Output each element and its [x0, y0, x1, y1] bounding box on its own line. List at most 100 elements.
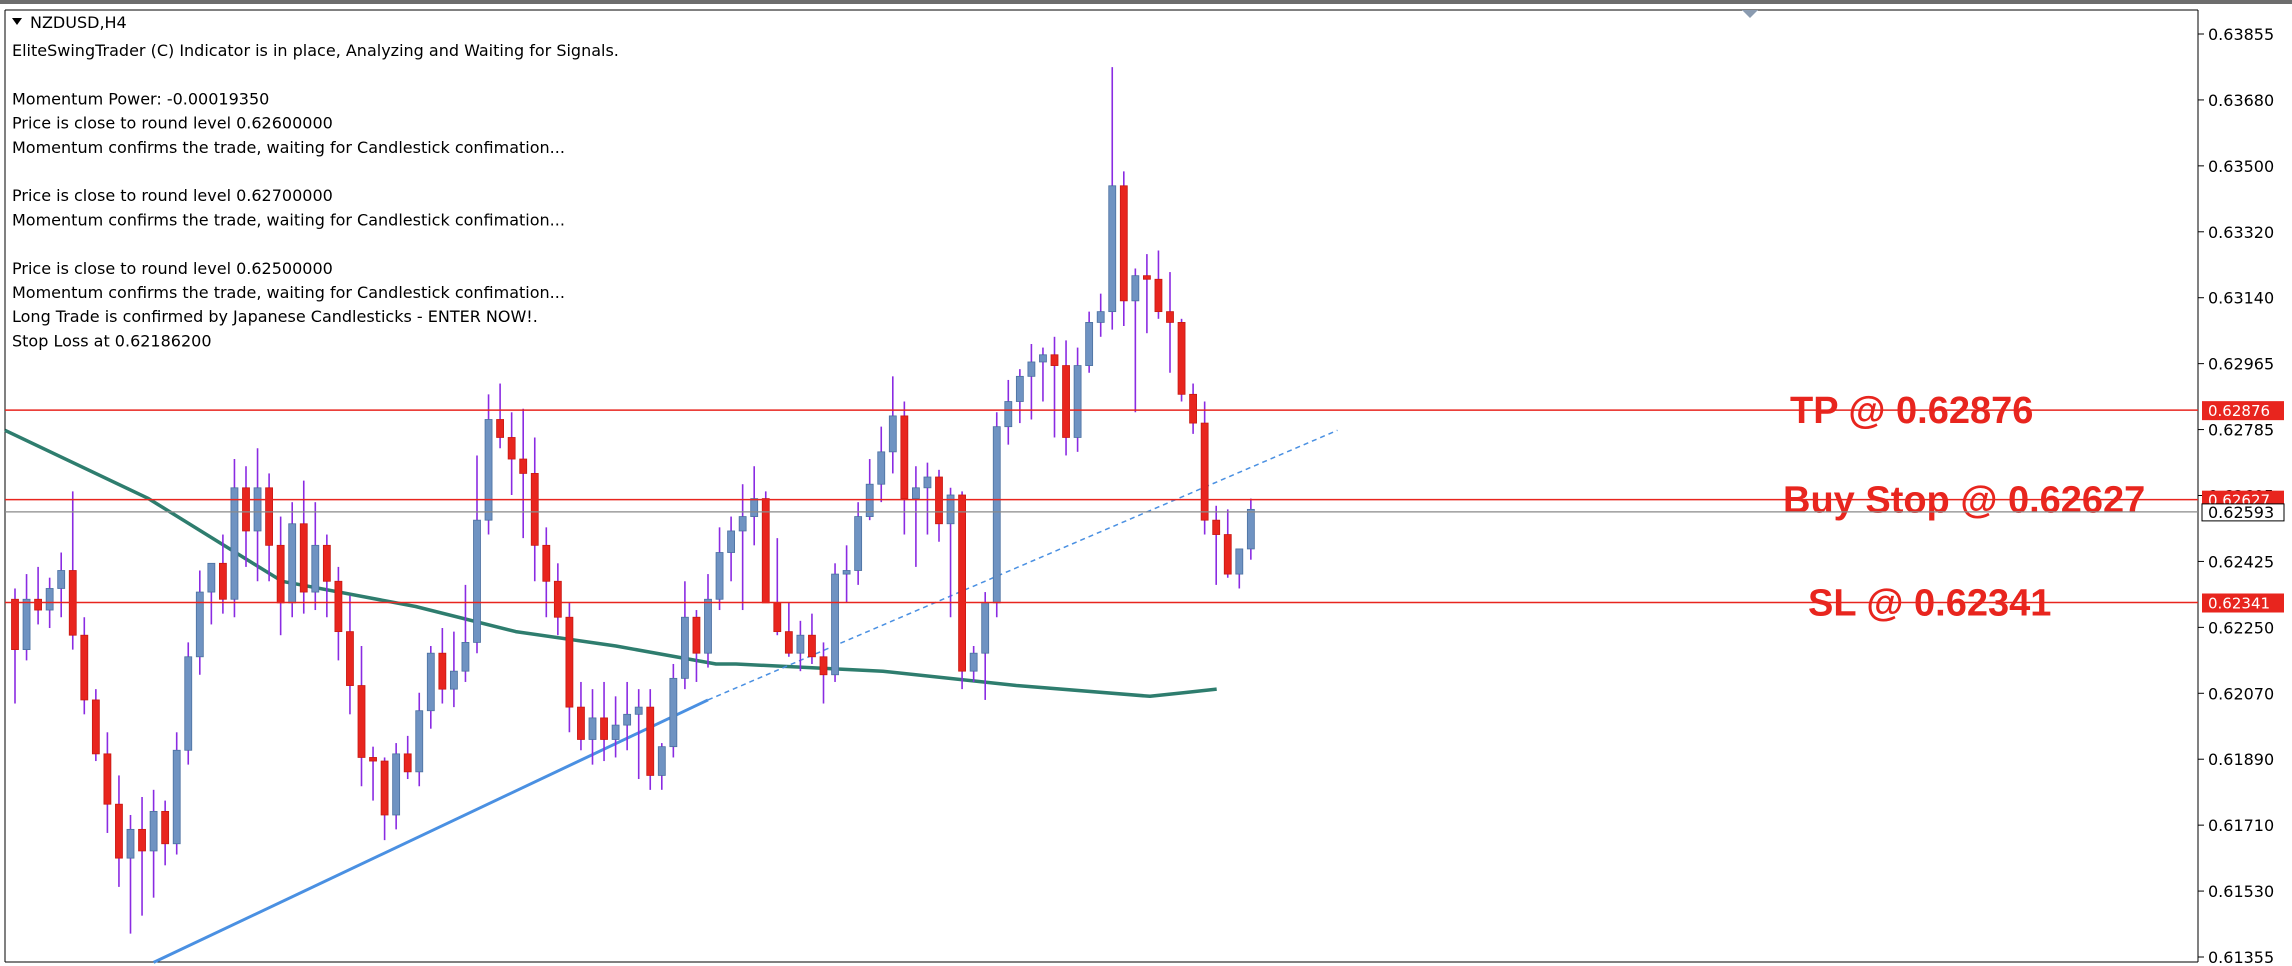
bullish-candle: [657, 746, 666, 776]
bearish-candle: [1050, 354, 1059, 366]
price-tick-label: 0.62250: [2208, 618, 2274, 637]
bid-tag: [2201, 503, 2285, 522]
bullish-candle: [1108, 185, 1117, 313]
bullish-candle: [727, 530, 735, 553]
price-tick-label: 0.61890: [2208, 750, 2274, 769]
bullish-candle: [992, 426, 1001, 604]
bullish-candle: [57, 570, 66, 589]
bullish-candle: [461, 642, 470, 672]
price-tick-label: 0.63500: [2208, 157, 2274, 176]
bearish-candle: [380, 760, 389, 816]
bullish-candle: [681, 616, 689, 679]
bearish-candle: [276, 544, 285, 604]
bullish-candle: [172, 749, 181, 845]
price-tag: [2202, 401, 2284, 421]
bearish-candle: [369, 757, 377, 762]
bullish-candle: [715, 552, 724, 600]
bullish-candle: [1027, 361, 1036, 377]
bullish-candle: [1085, 322, 1094, 366]
bullish-candle: [449, 670, 458, 690]
bearish-candle: [1223, 534, 1232, 575]
bullish-candle: [149, 810, 158, 852]
price-tick-label: 0.63855: [2208, 25, 2274, 44]
bearish-candle: [553, 580, 562, 618]
bullish-candle: [981, 602, 990, 654]
bullish-candle: [1073, 365, 1082, 438]
chart-title: NZDUSD,H4: [30, 13, 127, 32]
symbol-menu-caret-icon[interactable]: [12, 18, 22, 25]
bearish-candle: [1154, 278, 1163, 313]
bearish-candle: [438, 652, 447, 690]
bearish-candle: [103, 753, 112, 805]
bearish-candle: [299, 523, 308, 593]
bullish-candle: [253, 487, 262, 532]
bullish-candle: [1246, 508, 1255, 550]
bullish-candle: [1131, 275, 1140, 302]
bearish-candle: [519, 458, 528, 474]
bearish-candle: [542, 544, 551, 582]
bearish-candle: [1177, 322, 1186, 395]
bullish-candle: [796, 634, 805, 654]
top-border: [0, 0, 2292, 4]
bearish-candle: [958, 494, 966, 672]
bearish-candle: [11, 598, 19, 650]
bearish-candle: [218, 562, 227, 600]
info-line: Momentum Power: -0.00019350: [12, 89, 269, 108]
bearish-candle: [773, 602, 782, 633]
level-label: TP @ 0.62876: [1790, 390, 2033, 432]
level-label: SL @ 0.62341: [1808, 582, 2051, 624]
info-line: Stop Loss at 0.62186200: [12, 331, 212, 350]
price-tick-label: 0.62425: [2208, 552, 2274, 571]
trade-levels-layer: TP @ 0.62876 0.62876 Buy Stop @ 0.62627 0.6…: [5, 390, 2285, 624]
price-tick-label: 0.63140: [2208, 289, 2274, 308]
bullish-candle: [912, 487, 920, 499]
bearish-candle: [1119, 185, 1128, 302]
bullish-candle: [415, 710, 424, 773]
bullish-candle: [888, 415, 897, 453]
bearish-candle: [115, 803, 123, 859]
price-tick-label: 0.62070: [2208, 684, 2274, 703]
bearish-candle: [646, 706, 655, 776]
bullish-candle: [288, 523, 297, 604]
bullish-candle: [669, 677, 678, 748]
price-tick-label: 0.61530: [2208, 882, 2274, 901]
bullish-candle: [946, 494, 955, 525]
bid-tag-label: 0.62593: [2208, 503, 2274, 522]
bullish-candle: [22, 598, 31, 650]
bullish-candle: [831, 573, 839, 676]
trendline-projection: [707, 429, 1338, 701]
bullish-candle: [969, 652, 978, 672]
bullish-candle: [1235, 548, 1244, 575]
bullish-candle: [1096, 311, 1105, 323]
bearish-candle: [138, 828, 146, 852]
bullish-candle: [923, 476, 932, 489]
bullish-candle: [230, 487, 239, 600]
bullish-candle: [426, 652, 435, 712]
bearish-candle: [819, 656, 828, 676]
bullish-candle: [126, 828, 135, 859]
price-tick-label: 0.61710: [2208, 816, 2274, 835]
bearish-candle: [322, 544, 331, 582]
bearish-candle: [600, 717, 608, 740]
bearish-candle: [530, 473, 539, 546]
bearish-candle: [692, 616, 701, 654]
indicator-info-panel: EliteSwingTrader (C) Indicator is in pla…: [12, 41, 619, 350]
info-line: Price is close to round level 0.62600000: [12, 114, 333, 133]
bullish-candle: [473, 519, 481, 643]
bearish-candle: [242, 487, 250, 532]
price-tick-label: 0.62785: [2208, 421, 2274, 440]
bullish-candle: [184, 656, 193, 751]
bullish-candle: [704, 598, 712, 654]
info-line: Momentum confirms the trade, waiting for…: [12, 138, 565, 157]
bearish-candle: [1062, 365, 1070, 438]
bearish-candle: [1212, 519, 1221, 535]
bullish-candle: [588, 717, 597, 740]
bearish-candle: [334, 580, 343, 633]
bearish-candle: [565, 616, 574, 708]
bullish-candle: [738, 516, 747, 532]
price-tick-label: 0.61355: [2208, 948, 2274, 966]
chart-shift-marker-icon[interactable]: [1742, 10, 1758, 18]
bearish-candle: [34, 598, 42, 611]
